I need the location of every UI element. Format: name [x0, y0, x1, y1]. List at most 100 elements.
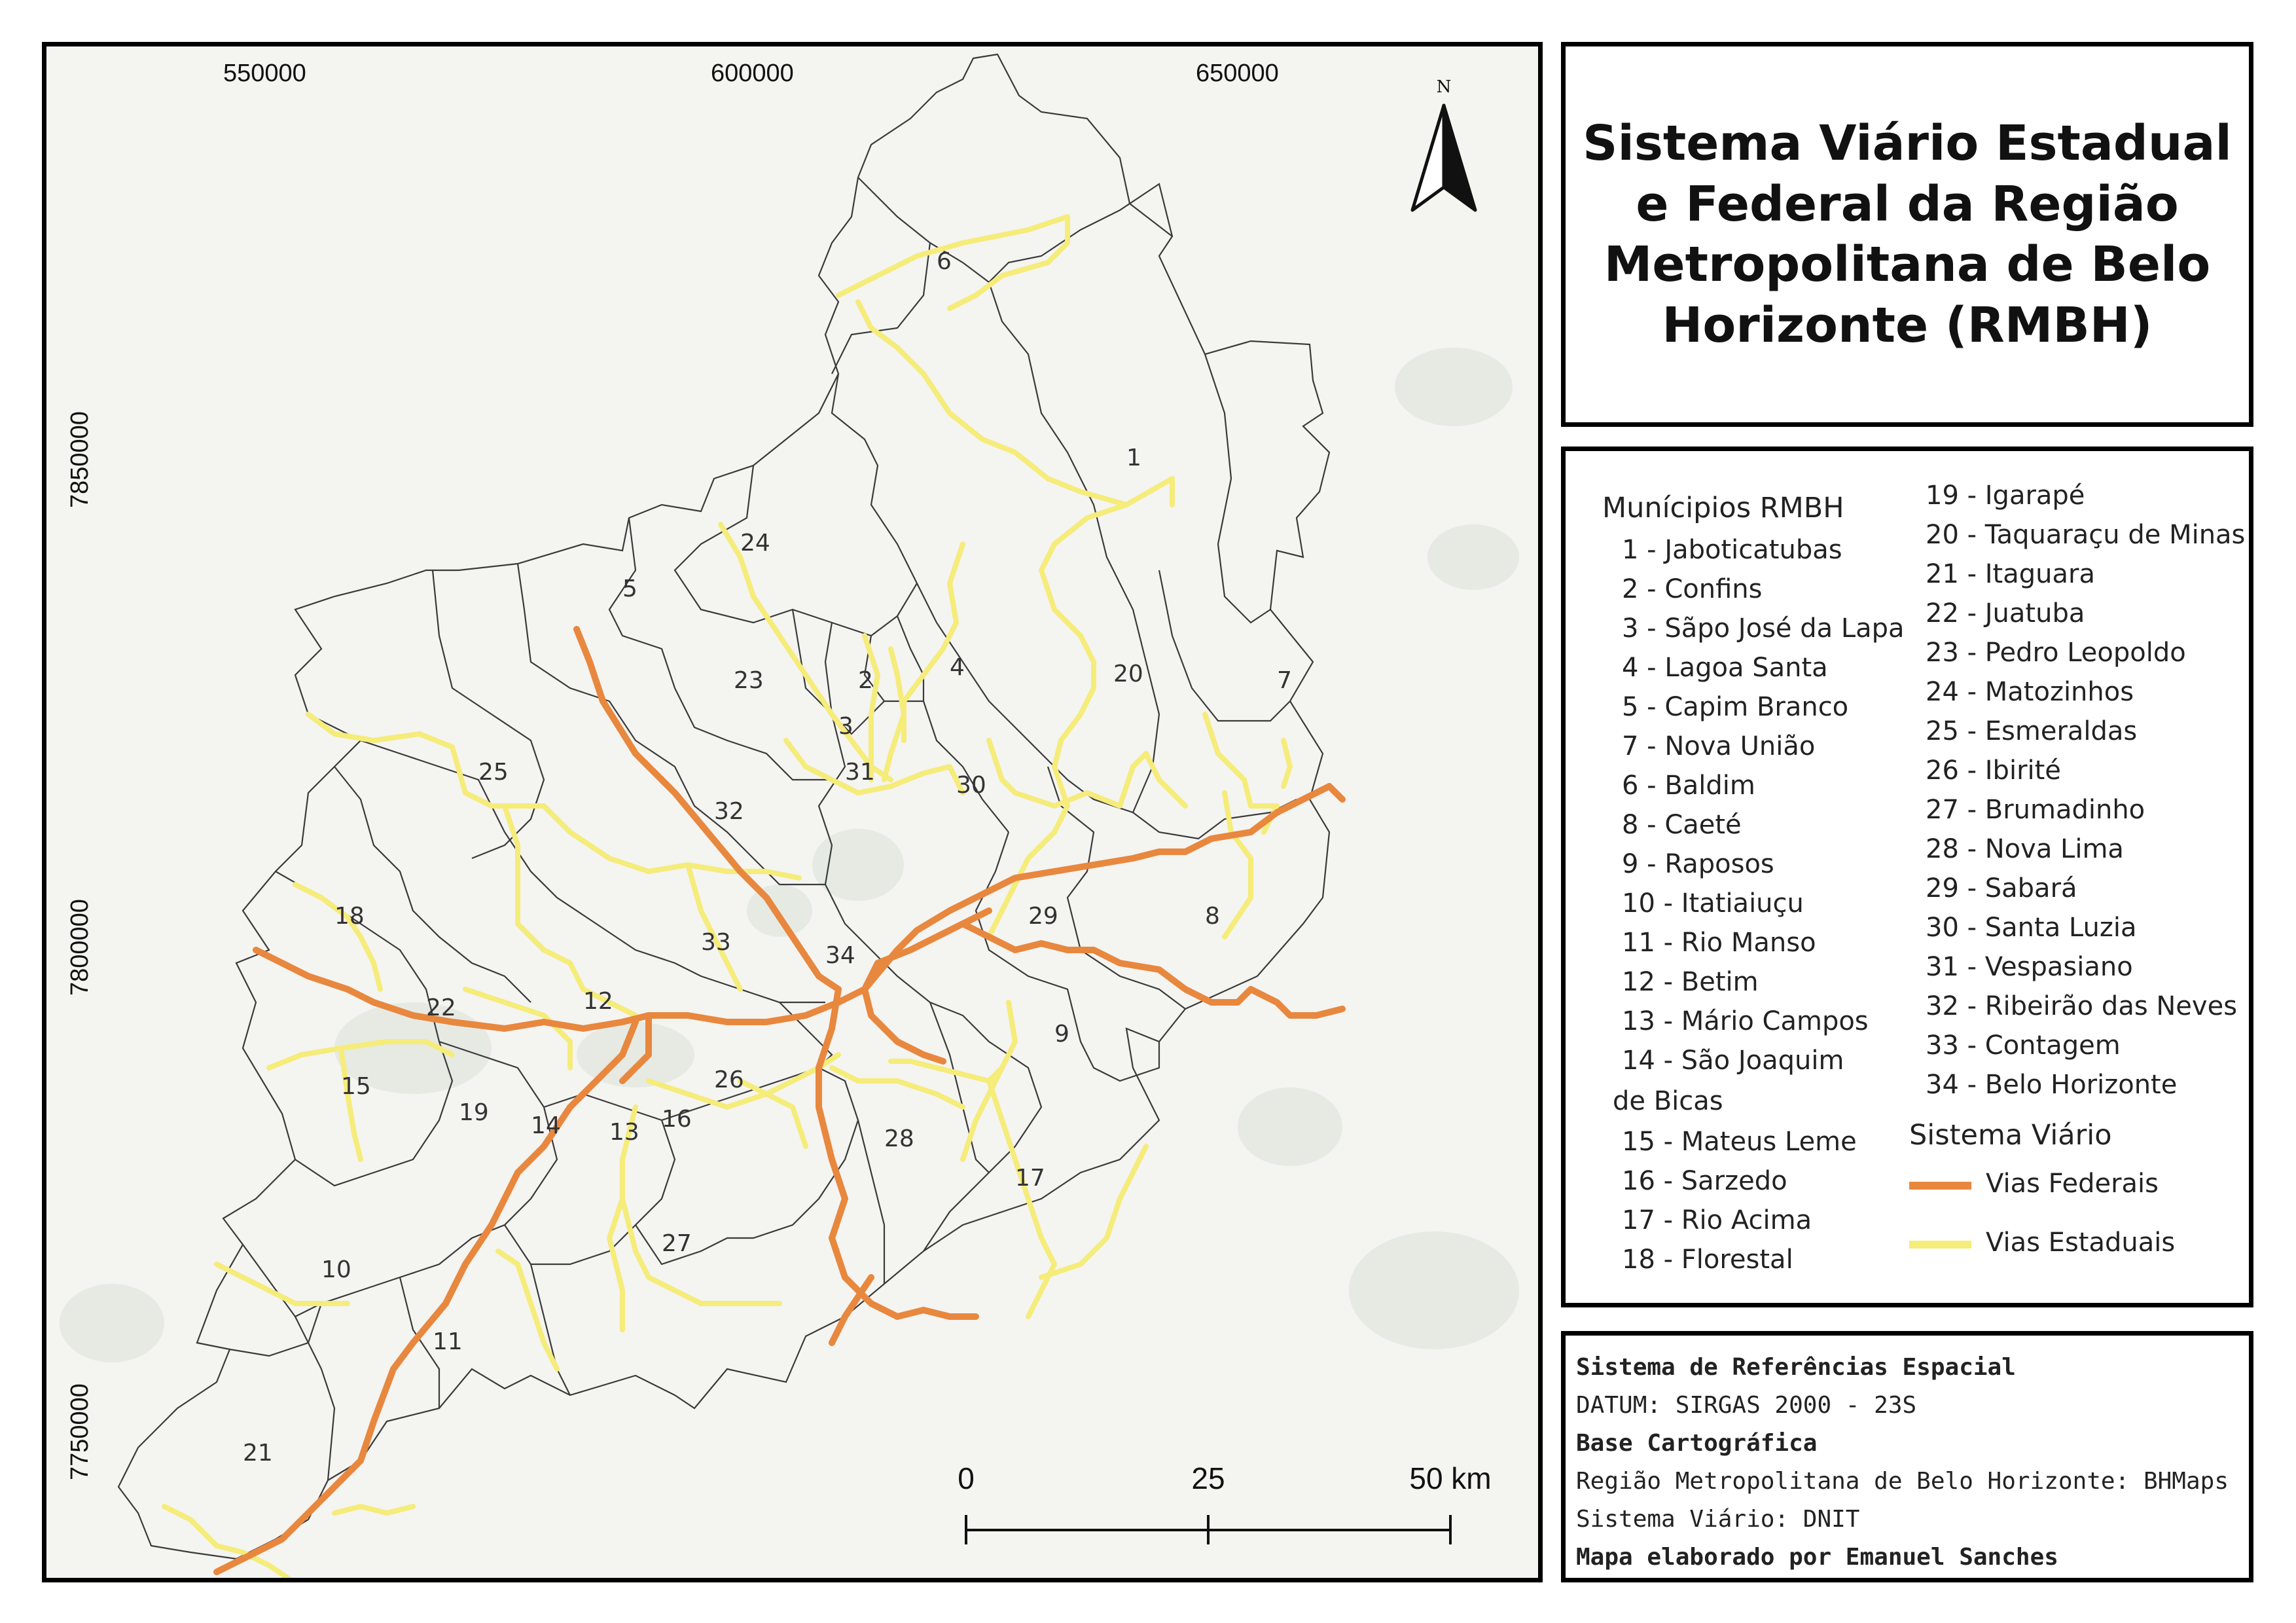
roads-heading: Sistema Viário [1909, 1119, 2112, 1152]
label-9: 9 [1054, 1021, 1069, 1048]
label-17: 17 [1015, 1165, 1045, 1192]
label-10: 10 [321, 1256, 351, 1283]
label-1: 1 [1126, 445, 1141, 471]
label-5: 5 [622, 575, 637, 602]
legend-item: 16 - Sarzedo [1622, 1166, 1787, 1196]
label-12: 12 [583, 988, 613, 1015]
label-16: 16 [662, 1106, 692, 1133]
label-19: 19 [459, 1099, 489, 1126]
north-arrow: N [1410, 77, 1477, 212]
scale-bar: 0 25 50 km [958, 1461, 1492, 1544]
federal-road-label: Vias Federais [1986, 1169, 2159, 1199]
legend-item: 18 - Florestal [1622, 1245, 1793, 1275]
legend-item: 10 - Itatiaiuçu [1622, 888, 1804, 919]
federal-road-swatch [1909, 1182, 1971, 1190]
author-text: Mapa elaborado por Emanuel Sanches [1576, 1544, 2058, 1571]
north-label: N [1437, 77, 1452, 97]
legend-item: 6 - Baldim [1622, 771, 1755, 801]
legend-item: 28 - Nova Lima [1926, 834, 2124, 864]
label-30: 30 [956, 772, 986, 799]
legend-item: 27 - Brumadinho [1926, 795, 2145, 825]
label-6: 6 [937, 248, 952, 275]
scale-label-25: 25 [1191, 1461, 1225, 1495]
legend-item: 1 - Jaboticatubas [1622, 535, 1842, 565]
legend-item: 14 - São Joaquim [1622, 1046, 1844, 1076]
legend-item: 2 - Confins [1622, 574, 1763, 604]
legend-item: 25 - Esmeraldas [1926, 716, 2138, 746]
legend-item: de Bicas [1613, 1086, 1723, 1116]
legend-item: 19 - Igarapé [1926, 481, 2085, 511]
label-8: 8 [1205, 903, 1220, 930]
base-heading: Base Cartográfica [1576, 1430, 1818, 1457]
label-4: 4 [950, 654, 965, 681]
y-coord-7750000: 7750000 [66, 1383, 94, 1480]
legend-item: 5 - Capim Branco [1622, 692, 1849, 722]
label-32: 32 [714, 798, 744, 825]
legend-item: 3 - Sãpo José da Lapa [1622, 613, 1905, 644]
label-29: 29 [1028, 903, 1058, 930]
label-23: 23 [734, 667, 764, 694]
label-28: 28 [884, 1125, 914, 1152]
label-14: 14 [531, 1112, 561, 1139]
label-20: 20 [1113, 661, 1143, 687]
legend-frame: Munícipios RMBH 1 - Jaboticatubas 2 - Co… [1561, 447, 2253, 1307]
label-24: 24 [740, 530, 770, 556]
label-7: 7 [1277, 667, 1292, 694]
map-title: Sistema Viário Estadual e Federal da Reg… [1583, 115, 2232, 354]
legend-item: 33 - Contagem [1926, 1030, 2121, 1061]
label-31: 31 [845, 759, 875, 786]
srs-heading: Sistema de Referências Espacial [1576, 1354, 2016, 1381]
label-2: 2 [858, 667, 873, 694]
label-18: 18 [334, 903, 365, 930]
legend-item: 9 - Raposos [1622, 849, 1774, 879]
label-13: 13 [609, 1119, 639, 1146]
legend-item: 4 - Lagoa Santa [1622, 653, 1828, 683]
legend-item: 30 - Santa Luzia [1926, 913, 2137, 943]
scale-label-0: 0 [958, 1461, 975, 1495]
reference-frame: Sistema de Referências Espacial DATUM: S… [1561, 1331, 2253, 1582]
x-coord-550000: 550000 [223, 60, 306, 87]
x-coord-600000: 600000 [711, 60, 794, 87]
municipality-labels: 1 2 3 4 5 6 7 8 9 10 11 12 13 14 15 16 1… [243, 248, 1292, 1467]
legend-item: 31 - Vespasiano [1926, 952, 2133, 982]
map-canvas[interactable]: 1 2 3 4 5 6 7 8 9 10 11 12 13 14 15 16 1… [46, 46, 1538, 1578]
label-21: 21 [243, 1440, 273, 1467]
legend-item: 23 - Pedro Leopoldo [1926, 638, 2186, 668]
label-26: 26 [714, 1067, 744, 1093]
datum-text: DATUM: SIRGAS 2000 - 23S [1576, 1392, 1917, 1419]
legend-item: 8 - Caeté [1622, 810, 1742, 840]
federal-roads [213, 626, 1346, 1575]
label-11: 11 [433, 1328, 463, 1355]
legend-item: 17 - Rio Acima [1622, 1205, 1812, 1235]
label-33: 33 [701, 929, 731, 956]
legend-item: 12 - Betim [1622, 967, 1759, 997]
y-coord-7800000: 7800000 [66, 899, 94, 996]
legend-item: 34 - Belo Horizonte [1926, 1070, 2178, 1100]
scale-label-50: 50 km [1409, 1461, 1491, 1495]
state-road-label: Vias Estaduais [1986, 1228, 2176, 1258]
legend-item: 24 - Matozinhos [1926, 677, 2134, 707]
x-coord-650000: 650000 [1196, 60, 1279, 87]
map-frame: 1 2 3 4 5 6 7 8 9 10 11 12 13 14 15 16 1… [42, 42, 1543, 1582]
roads-source-text: Sistema Viário: DNIT [1576, 1506, 1860, 1533]
y-coord-7850000: 7850000 [66, 411, 94, 508]
legend-item: 11 - Rio Manso [1622, 928, 1816, 958]
label-25: 25 [478, 759, 509, 786]
legend-item: 22 - Juatuba [1926, 598, 2085, 629]
title-frame: Sistema Viário Estadual e Federal da Reg… [1561, 42, 2253, 427]
legend-item: 32 - Ribeirão das Neves [1926, 991, 2238, 1021]
label-34: 34 [825, 942, 855, 969]
label-22: 22 [426, 994, 456, 1021]
legend-item: 20 - Taquaraçu de Minas [1926, 520, 2246, 550]
legend-item: 26 - Ibirité [1926, 756, 2061, 786]
legend-item: 13 - Mário Campos [1622, 1006, 1869, 1036]
legend-item: 7 - Nova União [1622, 731, 1816, 761]
label-15: 15 [341, 1073, 371, 1100]
label-3: 3 [838, 713, 853, 740]
legend-item: 29 - Sabará [1926, 873, 2077, 903]
base-source-text: Região Metropolitana de Belo Horizonte: … [1576, 1468, 2229, 1495]
municipalities-heading: Munícipios RMBH [1602, 492, 1844, 524]
state-road-swatch [1909, 1241, 1971, 1249]
state-roads [162, 214, 1293, 1578]
legend-item: 21 - Itaguara [1926, 559, 2095, 589]
